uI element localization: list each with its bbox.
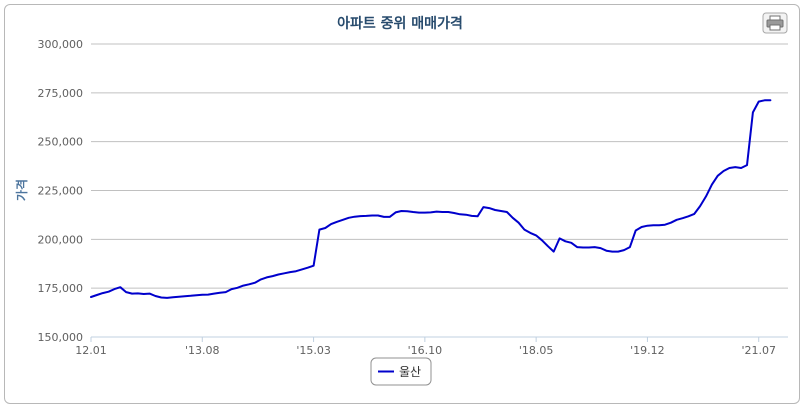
x-tick-label: '13.08: [185, 344, 220, 357]
x-tick-label: 12.01: [75, 344, 107, 357]
print-button[interactable]: [762, 12, 788, 34]
chart-title: 아파트 중위 매매가격: [337, 15, 463, 32]
y-tick-label: 250,000: [38, 136, 84, 149]
y-tick-label: 175,000: [38, 282, 84, 295]
x-tick-label: '16.10: [408, 344, 443, 357]
x-tick-label: '21.07: [741, 344, 776, 357]
x-tick-label: '19.12: [630, 344, 665, 357]
y-tick-label: 200,000: [38, 233, 84, 246]
y-tick-label: 150,000: [38, 331, 84, 344]
y-tick-label: 225,000: [38, 185, 84, 198]
x-tick-label: '18.05: [519, 344, 554, 357]
legend[interactable]: 울산: [370, 357, 432, 386]
x-tick-label: '15.03: [296, 344, 331, 357]
series-line[interactable]: [90, 99, 772, 299]
y-tick-labels: 150,000 175,000 200,000 225,000 250,000 275,0…: [38, 38, 84, 344]
y-axis-label: 가격: [14, 179, 29, 201]
x-tick-labels: 12.01 '13.08 '15.03 '16.10 '18.05 '19.12 '21.0…: [75, 337, 776, 357]
y-tick-label: 300,000: [38, 38, 84, 51]
y-tick-label: 275,000: [38, 87, 84, 100]
print-icon: [766, 15, 784, 31]
legend-item-label: 울산: [399, 365, 421, 379]
grid-lines: [91, 43, 788, 338]
series-layer: [90, 99, 772, 299]
